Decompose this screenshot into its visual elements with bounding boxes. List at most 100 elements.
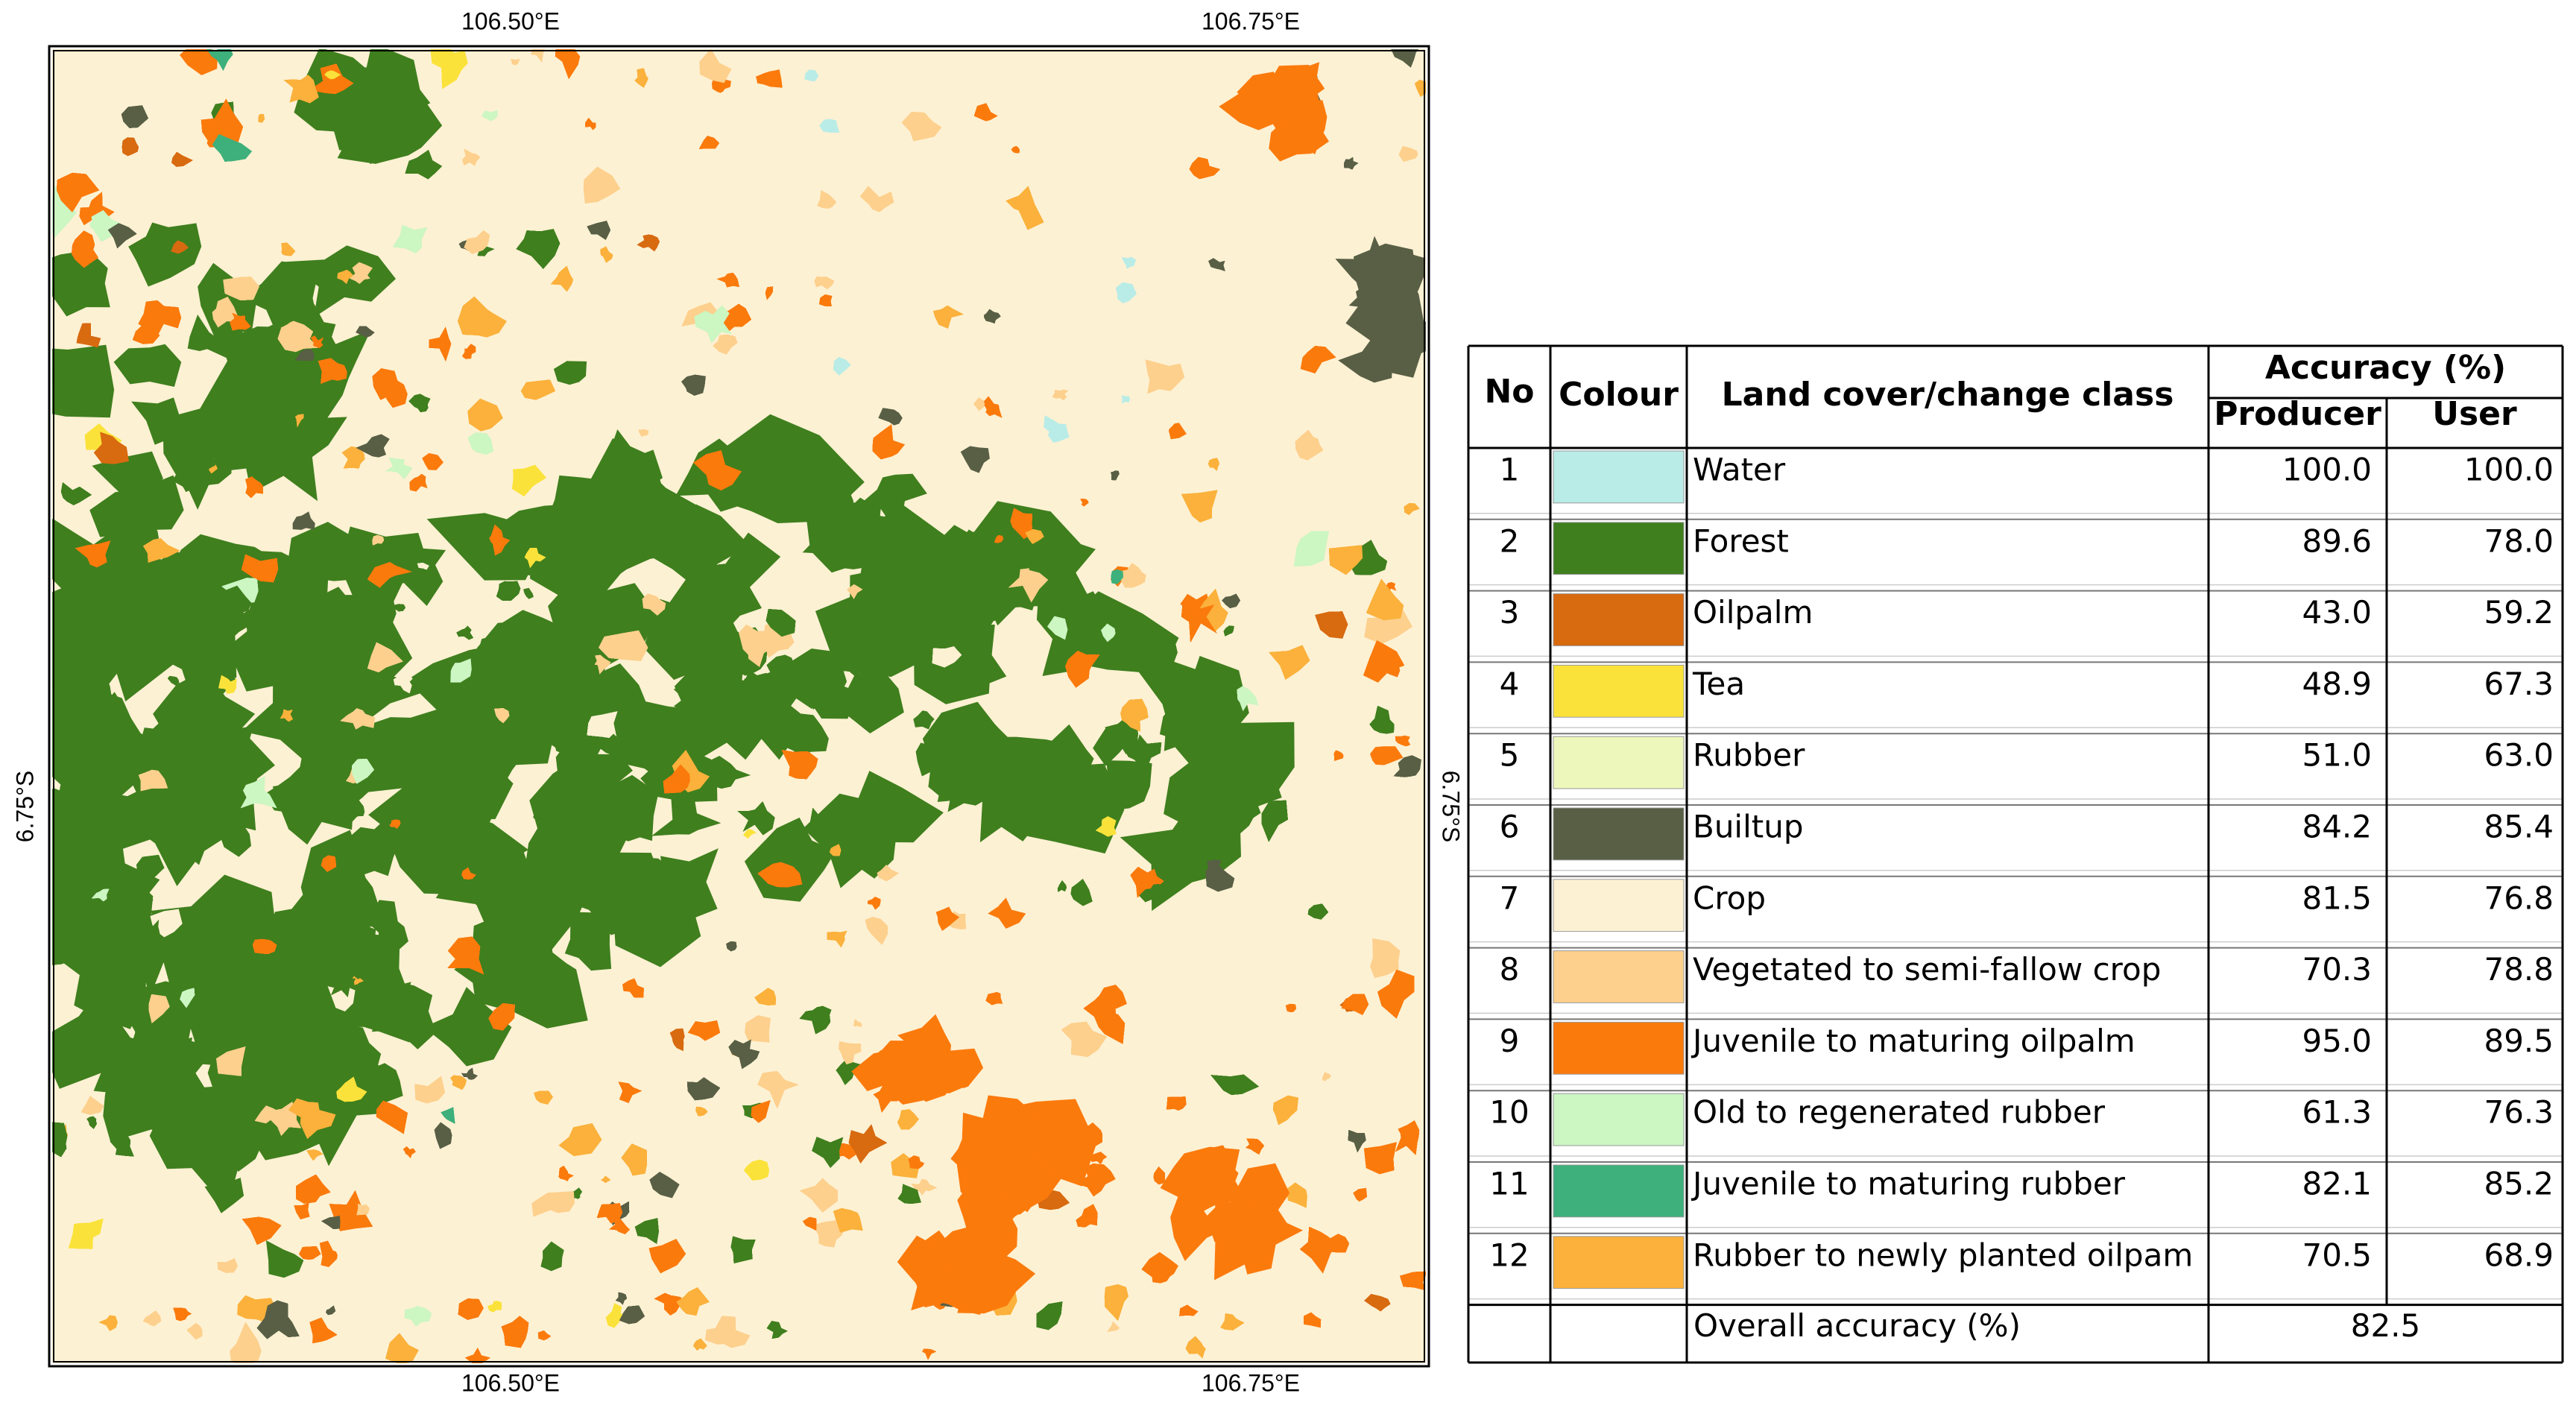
land-cover-patch — [1412, 172, 1424, 183]
row-producer: 81.5 — [2302, 880, 2372, 916]
land-cover-patch — [1166, 1096, 1187, 1111]
land-cover-patch — [520, 379, 555, 400]
land-cover-patch — [827, 49, 858, 67]
forest-patch — [564, 912, 612, 971]
land-cover-patch — [637, 234, 660, 252]
land-cover-patch — [240, 776, 277, 809]
land-cover-patch — [810, 807, 829, 831]
land-cover-patch — [737, 801, 775, 836]
land-cover-patch — [1120, 698, 1149, 732]
land-cover-patch — [757, 862, 803, 888]
land-cover-patch — [745, 1015, 771, 1043]
land-cover-patch — [52, 938, 81, 965]
land-cover-patch — [669, 1028, 685, 1052]
land-cover-patch — [898, 159, 937, 184]
land-cover-patch — [587, 711, 618, 739]
forest-patch — [781, 713, 829, 766]
land-cover-patch — [1293, 531, 1329, 566]
land-cover-patch — [52, 1122, 68, 1158]
row-user: 76.3 — [2484, 1094, 2554, 1131]
land-cover-patch — [496, 581, 521, 601]
land-cover-patch — [414, 1076, 445, 1104]
forest-patch — [89, 475, 184, 537]
forest-patch — [651, 786, 722, 836]
land-cover-patch — [1415, 80, 1426, 97]
land-cover-patch — [765, 609, 796, 637]
land-cover-patch — [648, 1239, 686, 1274]
land-cover-patch — [1210, 1074, 1259, 1095]
land-cover-patch — [107, 1016, 123, 1031]
land-cover-patch — [1175, 388, 1208, 435]
row-producer: 70.3 — [2302, 951, 2372, 988]
land-cover-patch — [373, 604, 385, 618]
land-cover-patch — [693, 1338, 707, 1351]
land-cover-patch — [1085, 1123, 1102, 1148]
forest-patch — [113, 344, 182, 387]
colour-swatch — [1553, 950, 1685, 1003]
land-cover-patch — [848, 1124, 888, 1164]
land-cover-patch — [728, 1039, 760, 1069]
land-cover-patch — [698, 136, 719, 149]
land-cover-patch — [458, 1298, 484, 1320]
row-class: Old to regenerated rubber — [1693, 1094, 2106, 1131]
land-cover-patch — [982, 396, 1003, 418]
land-cover-patch — [558, 1123, 602, 1156]
land-cover-patch — [768, 712, 789, 730]
land-cover-patch — [803, 1216, 817, 1231]
land-cover-patch — [973, 103, 998, 121]
land-cover-patch — [1221, 177, 1242, 197]
land-cover-patch — [940, 334, 976, 359]
land-cover-patch — [836, 1059, 861, 1085]
land-cover-patch — [319, 1240, 338, 1267]
land-cover-patch — [585, 118, 596, 130]
land-cover-patch — [295, 414, 304, 428]
land-cover-patch — [682, 635, 695, 644]
land-cover-patch — [326, 1305, 336, 1316]
land-cover-patch — [642, 593, 666, 616]
land-cover-patch — [52, 833, 66, 844]
row-class: Crop — [1693, 880, 1766, 916]
land-cover-patch — [258, 114, 265, 123]
land-cover-patch — [1101, 623, 1116, 642]
land-cover-patch — [1107, 49, 1146, 94]
land-cover-patch — [534, 1090, 553, 1105]
land-cover-patch — [450, 658, 472, 683]
land-cover-patch — [705, 1316, 751, 1348]
row-class: Juvenile to maturing rubber — [1690, 1166, 2126, 1202]
land-cover-patch — [1025, 529, 1044, 544]
row-class: Forest — [1693, 522, 1789, 559]
land-cover-patch — [1120, 563, 1146, 588]
land-cover-patch — [648, 522, 663, 536]
land-cover-patch — [1153, 1166, 1165, 1185]
land-cover-patch — [1380, 59, 1396, 75]
land-cover-patch — [1351, 66, 1398, 98]
row-class: Oilpalm — [1693, 594, 1813, 631]
forest-patch — [203, 932, 324, 1026]
row-no: 8 — [1500, 951, 1520, 988]
land-cover-patch — [801, 54, 821, 71]
land-cover-patch — [321, 1216, 341, 1229]
land-cover-patch — [201, 98, 243, 146]
land-cover-patch — [935, 906, 959, 931]
land-cover-patch — [852, 514, 890, 550]
land-cover-patch — [726, 941, 737, 952]
land-cover-patch — [693, 450, 742, 490]
land-cover-patch — [245, 476, 263, 499]
land-cover-patch — [812, 1137, 844, 1168]
land-cover-patch — [494, 708, 510, 724]
colour-swatch — [1553, 1093, 1685, 1146]
row-producer: 51.0 — [2302, 737, 2372, 774]
forest-patch — [1164, 656, 1249, 751]
land-cover-patch — [204, 1178, 244, 1213]
land-cover-patch — [799, 1005, 832, 1035]
land-cover-patch — [1281, 750, 1295, 762]
land-cover-patch — [540, 1241, 564, 1272]
land-cover-patch — [1145, 359, 1184, 394]
row-no: 7 — [1500, 880, 1520, 916]
land-cover-patch — [531, 1191, 575, 1217]
land-cover-patch — [168, 676, 180, 686]
forest-patch — [344, 812, 397, 878]
land-cover-patch — [321, 855, 337, 872]
land-cover-patch — [281, 242, 296, 256]
land-cover-patch — [336, 1076, 367, 1102]
